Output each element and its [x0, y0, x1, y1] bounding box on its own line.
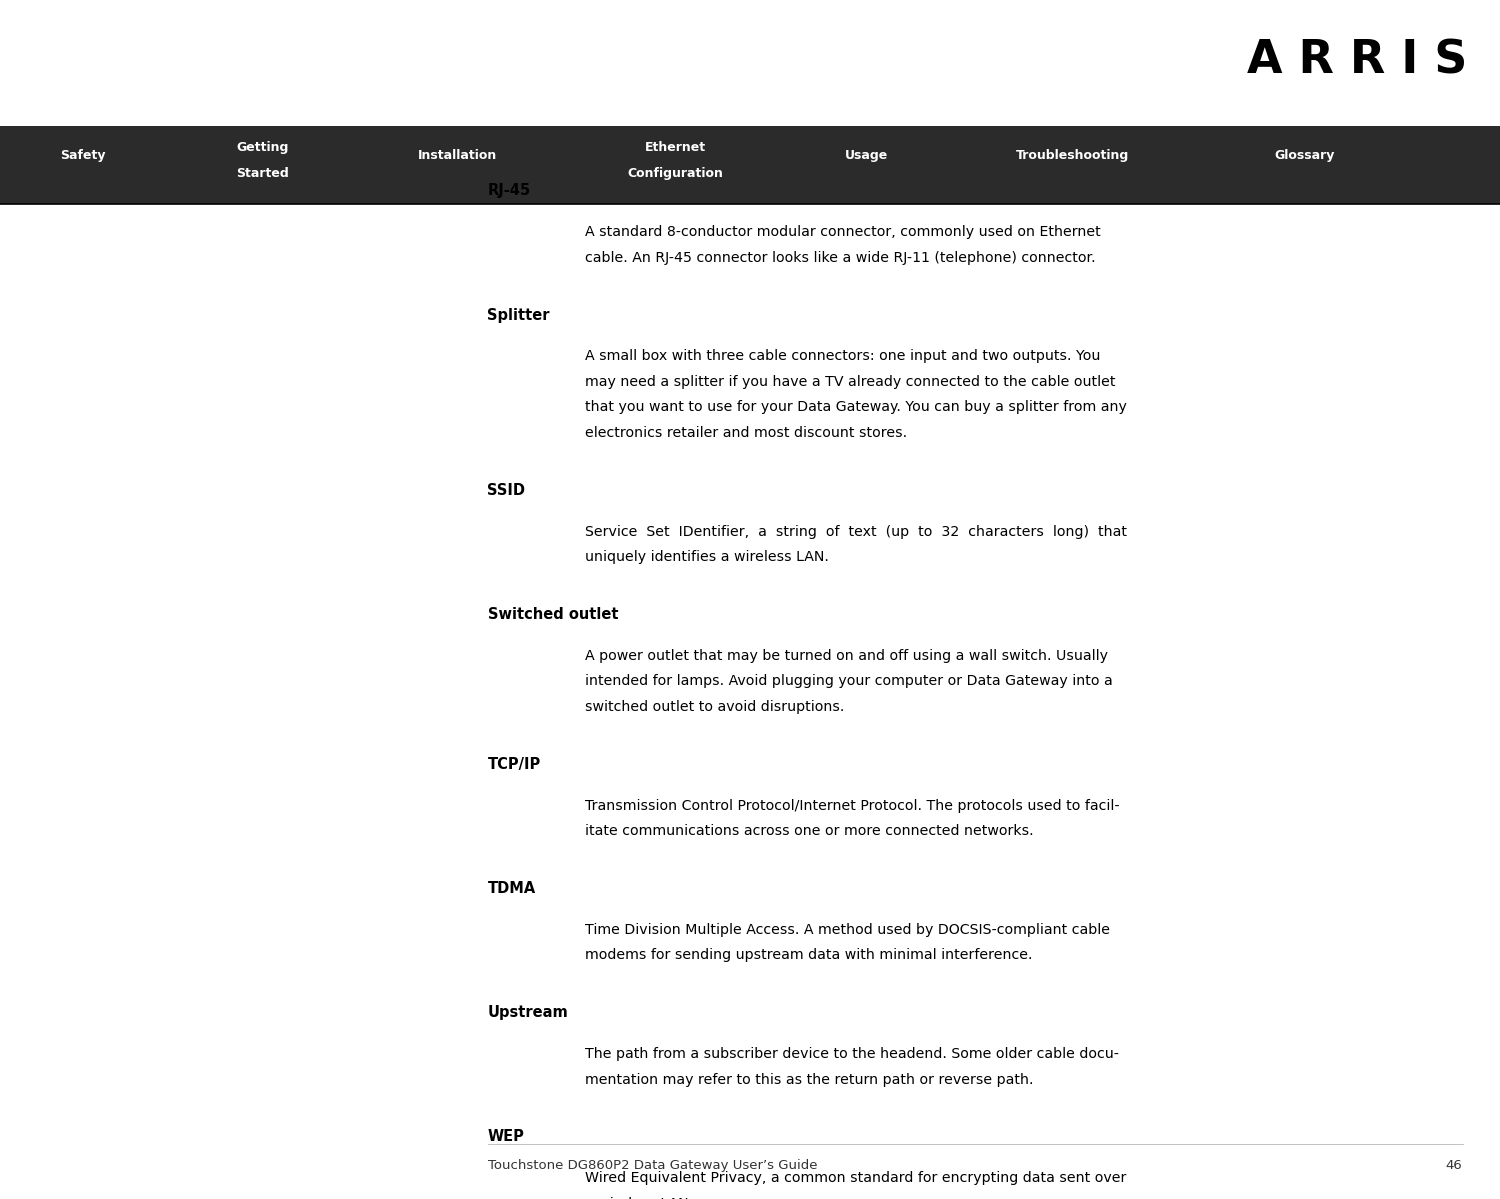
Text: cable. An RJ-45 connector looks like a wide RJ-11 (telephone) connector.: cable. An RJ-45 connector looks like a w… [585, 251, 1095, 265]
Text: Installation: Installation [419, 150, 497, 162]
Text: Usage: Usage [846, 150, 888, 162]
Text: that you want to use for your Data Gateway. You can buy a splitter from any: that you want to use for your Data Gatew… [585, 400, 1126, 415]
Text: electronics retailer and most discount stores.: electronics retailer and most discount s… [585, 426, 908, 440]
Text: intended for lamps. Avoid plugging your computer or Data Gateway into a: intended for lamps. Avoid plugging your … [585, 674, 1113, 688]
Text: Service  Set  IDentifier,  a  string  of  text  (up  to  32  characters  long)  : Service Set IDentifier, a string of text… [585, 524, 1126, 538]
Text: Splitter: Splitter [488, 308, 550, 323]
Text: uniquely identifies a wireless LAN.: uniquely identifies a wireless LAN. [585, 550, 830, 565]
Text: A R R I S: A R R I S [1246, 38, 1467, 84]
Text: TCP/IP: TCP/IP [488, 757, 540, 772]
Text: WEP: WEP [488, 1129, 525, 1145]
Text: A standard 8-conductor modular connector, commonly used on Ethernet: A standard 8-conductor modular connector… [585, 225, 1101, 239]
Text: Time Division Multiple Access. A method used by DOCSIS-compliant cable: Time Division Multiple Access. A method … [585, 922, 1110, 936]
Text: switched outlet to avoid disruptions.: switched outlet to avoid disruptions. [585, 700, 844, 715]
Text: SSID: SSID [488, 483, 525, 499]
Text: itate communications across one or more connected networks.: itate communications across one or more … [585, 824, 1034, 838]
Text: RJ-45: RJ-45 [488, 183, 531, 199]
Text: Upstream: Upstream [488, 1005, 568, 1020]
Text: Touchstone DG860P2 Data Gateway User’s Guide: Touchstone DG860P2 Data Gateway User’s G… [488, 1159, 818, 1171]
Text: Troubleshooting: Troubleshooting [1016, 150, 1130, 162]
Text: Getting: Getting [237, 141, 288, 155]
Text: modems for sending upstream data with minimal interference.: modems for sending upstream data with mi… [585, 948, 1032, 963]
Text: Transmission Control Protocol/Internet Protocol. The protocols used to facil-: Transmission Control Protocol/Internet P… [585, 799, 1119, 813]
Text: may need a splitter if you have a TV already connected to the cable outlet: may need a splitter if you have a TV alr… [585, 374, 1116, 388]
Text: a wireless LAN.: a wireless LAN. [585, 1197, 693, 1199]
Text: A small box with three cable connectors: one input and two outputs. You: A small box with three cable connectors:… [585, 349, 1101, 363]
Text: TDMA: TDMA [488, 881, 536, 897]
Text: Configuration: Configuration [627, 167, 723, 180]
Text: A power outlet that may be turned on and off using a wall switch. Usually: A power outlet that may be turned on and… [585, 649, 1108, 663]
Text: The path from a subscriber device to the headend. Some older cable docu-: The path from a subscriber device to the… [585, 1047, 1119, 1061]
Text: Started: Started [236, 167, 290, 180]
Text: 46: 46 [1446, 1159, 1462, 1171]
Text: mentation may refer to this as the return path or reverse path.: mentation may refer to this as the retur… [585, 1072, 1034, 1086]
Text: Safety: Safety [60, 150, 105, 162]
Bar [0, 126, 1500, 204]
Text: Glossary: Glossary [1275, 150, 1335, 162]
Text: Wired Equivalent Privacy, a common standard for encrypting data sent over: Wired Equivalent Privacy, a common stand… [585, 1170, 1126, 1185]
Text: Ethernet: Ethernet [645, 141, 705, 155]
Text: Switched outlet: Switched outlet [488, 607, 618, 622]
